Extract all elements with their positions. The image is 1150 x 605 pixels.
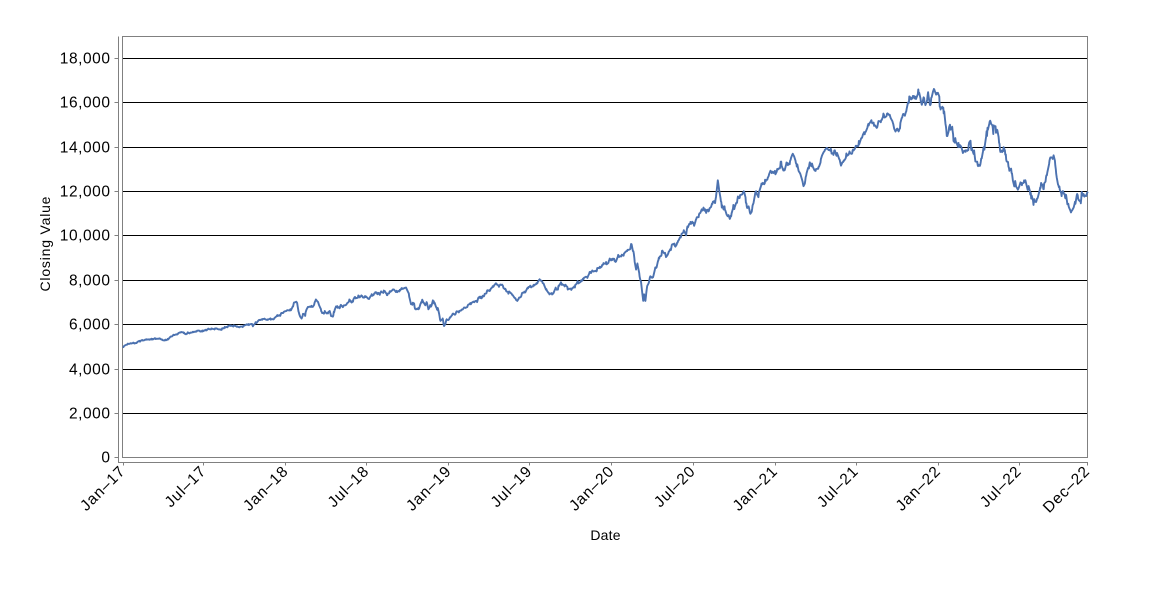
- svg-text:4,000: 4,000: [69, 362, 111, 379]
- svg-text:Closing Value: Closing Value: [37, 196, 53, 292]
- svg-text:8,000: 8,000: [69, 273, 111, 290]
- svg-text:16,000: 16,000: [60, 95, 111, 112]
- svg-text:14,000: 14,000: [60, 140, 111, 157]
- svg-text:0: 0: [101, 450, 110, 467]
- svg-text:12,000: 12,000: [60, 184, 111, 201]
- svg-text:18,000: 18,000: [60, 51, 111, 68]
- svg-text:Date: Date: [590, 527, 620, 543]
- svg-text:6,000: 6,000: [69, 317, 111, 334]
- svg-text:10,000: 10,000: [60, 228, 111, 245]
- svg-text:2,000: 2,000: [69, 406, 111, 423]
